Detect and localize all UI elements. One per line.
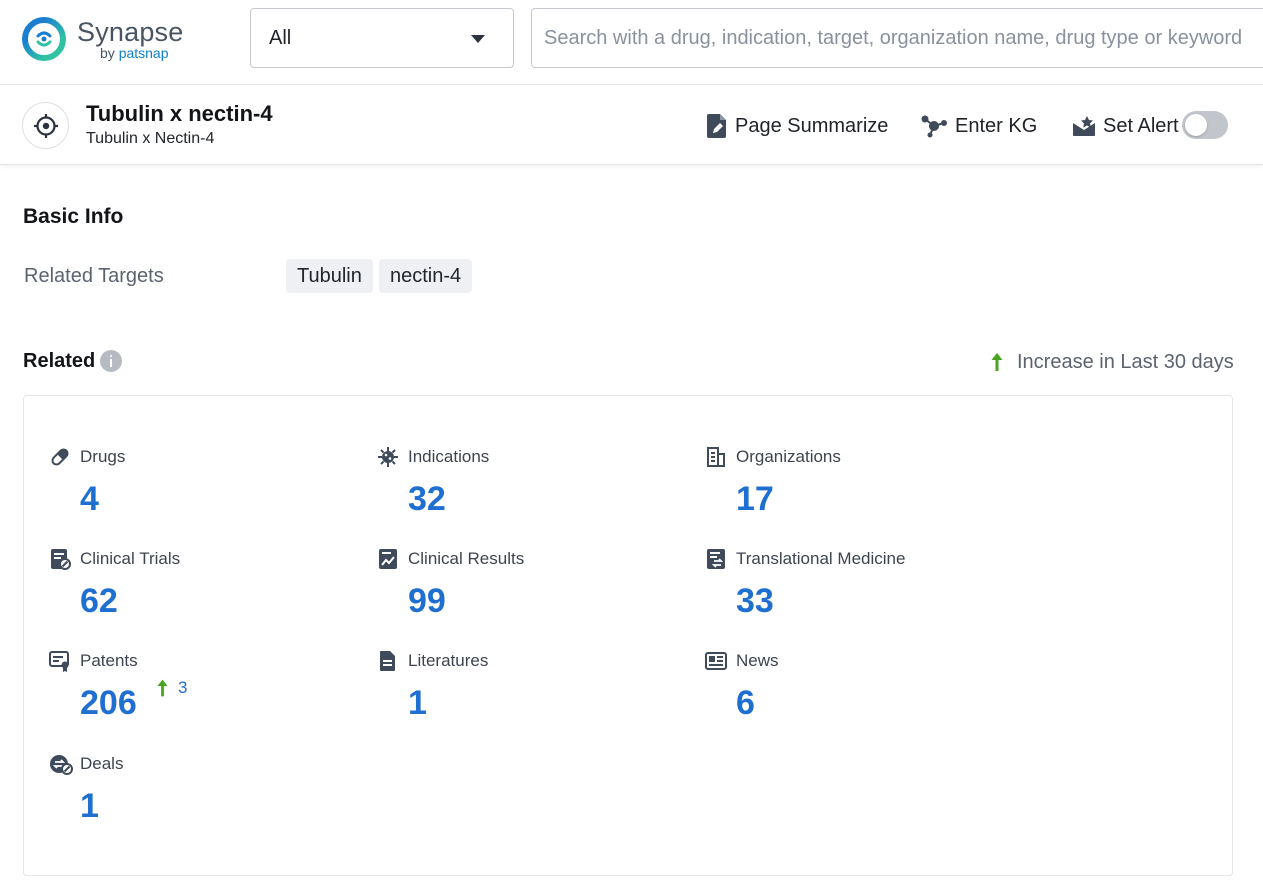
page-subtitle: Tubulin x Nectin-4 [86, 130, 214, 148]
stat-organizations-label: Organizations [736, 447, 841, 467]
stat-organizations[interactable]: Organizations 17 [679, 445, 979, 535]
stat-patents[interactable]: Patents 206 3 [23, 649, 323, 739]
stat-drugs-label: Drugs [80, 447, 125, 467]
stat-clinical-trials[interactable]: Clinical Trials 62 [23, 547, 323, 637]
info-icon[interactable] [100, 350, 122, 372]
stat-deals[interactable]: Deals 1 [23, 752, 323, 842]
stat-drugs-value[interactable]: 4 [80, 480, 99, 519]
stat-news-value[interactable]: 6 [736, 684, 755, 723]
stat-translational-medicine[interactable]: Translational Medicine 33 [679, 547, 979, 637]
increase-legend: Increase in Last 30 days [990, 350, 1234, 374]
knowledge-graph-icon [920, 114, 948, 138]
app-byline: by patsnap [100, 45, 169, 61]
set-alert-label: Set Alert [1103, 115, 1179, 138]
deal-icon [49, 753, 73, 775]
app-name: Synapse [77, 17, 183, 48]
stat-deals-label: Deals [80, 754, 123, 774]
document-icon [377, 650, 399, 672]
search-scope-value: All [269, 27, 291, 50]
stat-indications-label: Indications [408, 447, 489, 467]
newspaper-icon [705, 650, 727, 672]
translational-medicine-icon [705, 548, 727, 570]
target-chip-tubulin[interactable]: Tubulin [286, 259, 373, 293]
search-input[interactable] [532, 9, 1263, 67]
increase-legend-label: Increase in Last 30 days [1017, 351, 1234, 374]
page-summarize-label: Page Summarize [735, 115, 888, 138]
related-heading: Related [23, 350, 95, 373]
virus-icon [377, 446, 399, 468]
page-title: Tubulin x nectin-4 [86, 101, 273, 127]
toggle-knob [1185, 114, 1207, 136]
stat-clinical-trials-value[interactable]: 62 [80, 582, 118, 621]
stat-clinical-results-value[interactable]: 99 [408, 582, 446, 621]
building-icon [705, 446, 727, 468]
stat-indications[interactable]: Indications 32 [351, 445, 651, 535]
stat-deals-value[interactable]: 1 [80, 787, 99, 826]
enter-kg-label: Enter KG [955, 115, 1037, 138]
stat-patents-value[interactable]: 206 [80, 684, 137, 723]
alert-mail-icon [1072, 115, 1096, 137]
stat-clinical-trials-label: Clinical Trials [80, 549, 180, 569]
pill-icon [49, 446, 71, 468]
stat-patents-label: Patents [80, 651, 138, 671]
stat-drugs[interactable]: Drugs 4 [23, 445, 323, 535]
search-scope-select[interactable]: All [250, 8, 514, 68]
stat-clinical-results-label: Clinical Results [408, 549, 524, 569]
stat-literatures[interactable]: Literatures 1 [351, 649, 651, 739]
alert-toggle[interactable] [1182, 111, 1228, 139]
stat-translational-medicine-value[interactable]: 33 [736, 582, 774, 621]
stat-literatures-label: Literatures [408, 651, 488, 671]
synapse-logo-icon [21, 16, 67, 62]
enter-kg-button[interactable]: Enter KG [920, 111, 1037, 141]
arrow-up-icon [156, 678, 169, 698]
chart-report-icon [377, 548, 399, 570]
arrow-up-icon [990, 352, 1004, 372]
search-box[interactable] [531, 8, 1263, 68]
target-chip-nectin-4[interactable]: nectin-4 [379, 259, 472, 293]
stat-patents-increase-value: 3 [178, 678, 187, 698]
patent-icon [49, 650, 71, 672]
stat-organizations-value[interactable]: 17 [736, 480, 774, 519]
document-edit-icon [707, 114, 728, 138]
basic-info-heading: Basic Info [23, 205, 123, 229]
entity-header: Tubulin x nectin-4 Tubulin x Nectin-4 Pa… [0, 85, 1263, 165]
synapse-logo[interactable]: Synapse by patsnap [21, 14, 187, 64]
stat-indications-value[interactable]: 32 [408, 480, 446, 519]
stat-translational-medicine-label: Translational Medicine [736, 549, 905, 569]
stat-news[interactable]: News 6 [679, 649, 979, 739]
stat-patents-increase[interactable]: 3 [156, 675, 187, 701]
related-targets-label: Related Targets [24, 265, 164, 288]
stat-news-label: News [736, 651, 779, 671]
top-bar: Synapse by patsnap All [0, 0, 1263, 85]
stat-literatures-value[interactable]: 1 [408, 684, 427, 723]
stat-clinical-results[interactable]: Clinical Results 99 [351, 547, 651, 637]
caret-down-icon [471, 35, 485, 43]
clinical-trial-icon [49, 548, 71, 570]
target-icon [22, 102, 69, 149]
set-alert-button[interactable]: Set Alert [1072, 111, 1179, 141]
page-summarize-button[interactable]: Page Summarize [707, 111, 888, 141]
